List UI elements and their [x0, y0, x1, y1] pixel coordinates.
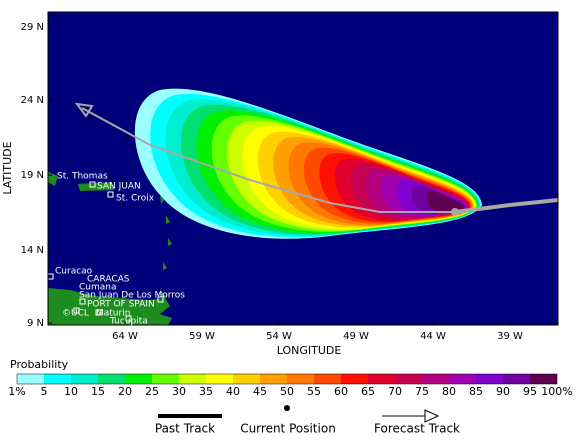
colorbar-label: 50	[280, 385, 294, 398]
current-position	[451, 208, 459, 216]
place-label: St. Thomas	[57, 172, 108, 182]
colorbar-cell	[71, 374, 98, 384]
colorbar-label: 75	[415, 385, 429, 398]
colorbar-label: 60	[334, 385, 348, 398]
colorbar-label: 85	[469, 385, 483, 398]
x-tick-label: 39 W	[497, 331, 523, 342]
colorbar-label: 70	[388, 385, 402, 398]
watermark: ©UCL	[62, 309, 89, 319]
current-position-key	[284, 405, 290, 411]
x-tick-label: 49 W	[343, 331, 369, 342]
y-tick-label: 29 N	[21, 22, 44, 33]
key-label: Current Position	[240, 422, 336, 436]
colorbar-cell	[125, 374, 152, 384]
colorbar-cell	[233, 374, 260, 384]
colorbar-cell	[530, 374, 557, 384]
past-track	[454, 198, 558, 214]
place-label: Curacao	[55, 267, 93, 277]
colorbar-label: 55	[307, 385, 321, 398]
y-axis-title: LATITUDE	[1, 141, 14, 194]
place-label: San Juan De Los Morros	[79, 291, 185, 301]
y-tick-label: 9 N	[27, 318, 44, 329]
colorbar-cell	[449, 374, 476, 384]
colorbar-label: 90	[496, 385, 510, 398]
colorbar-label: 15	[91, 385, 105, 398]
colorbar-cell	[206, 374, 233, 384]
x-tick-label: 44 W	[420, 331, 446, 342]
colorbar-label: 30	[172, 385, 186, 398]
colorbar-label: 1%	[8, 385, 25, 398]
colorbar-cell	[476, 374, 503, 384]
colorbar-label: 95	[523, 385, 537, 398]
x-tick-label: 59 W	[189, 331, 215, 342]
colorbar-cell	[44, 374, 71, 384]
map-frame	[47, 11, 559, 326]
colorbar-frame	[16, 373, 558, 385]
colorbar-label: 25	[145, 385, 159, 398]
colorbar-cell	[314, 374, 341, 384]
colorbar-label: 5	[41, 385, 48, 398]
place-label: CARACAS	[87, 275, 130, 285]
y-tick-label: 14 N	[21, 245, 44, 256]
colorbar-cell	[179, 374, 206, 384]
colorbar-cell	[395, 374, 422, 384]
forecast-track	[81, 107, 455, 213]
cone-layer	[426, 190, 465, 213]
colorbar-cell	[260, 374, 287, 384]
place-label: SAN JUAN	[97, 182, 141, 192]
colorbar-label: 40	[226, 385, 240, 398]
place-label: St. Croix	[116, 194, 155, 204]
colorbar-label: 45	[253, 385, 267, 398]
forecast-arrow-key	[424, 409, 440, 423]
colorbar-cell	[152, 374, 179, 384]
colorbar-label: 35	[199, 385, 213, 398]
place-label: Cumana	[79, 283, 117, 293]
colorbar-cell	[287, 374, 314, 384]
colorbar-label: 10	[64, 385, 78, 398]
y-tick-label: 24 N	[21, 95, 44, 106]
places	[47, 181, 164, 322]
x-axis-title: LONGITUDE	[277, 344, 342, 357]
x-tick-label: 64 W	[112, 331, 138, 342]
colorbar-label: 80	[442, 385, 456, 398]
legend-title: Probability	[10, 358, 69, 371]
colorbar-label: 100%	[541, 385, 572, 398]
colorbar-cell	[503, 374, 530, 384]
place-label: Tucupita	[109, 317, 148, 327]
place-label: Maturin	[96, 309, 130, 319]
probability-cone	[134, 88, 482, 239]
colorbar-cell	[368, 374, 395, 384]
key-label: Forecast Track	[374, 422, 460, 436]
tracks	[74, 102, 558, 216]
colorbar-cell	[422, 374, 449, 384]
place-label: PORT OF SPAIN	[87, 300, 155, 310]
key-label: Past Track	[155, 422, 215, 436]
colorbar-label: 65	[361, 385, 375, 398]
colorbar: 1% 5 10 15 20 25 30 35 40 45 50 55 60 65 70 75 80 85 90 95 1…	[8, 373, 573, 398]
colorbar-cell	[98, 374, 125, 384]
y-tick-label: 19 N	[21, 170, 44, 181]
x-tick-label: 54 W	[266, 331, 292, 342]
colorbar-cell	[17, 374, 44, 384]
colorbar-label: 20	[118, 385, 132, 398]
forecast-arrow	[74, 102, 94, 118]
colorbar-cell	[341, 374, 368, 384]
